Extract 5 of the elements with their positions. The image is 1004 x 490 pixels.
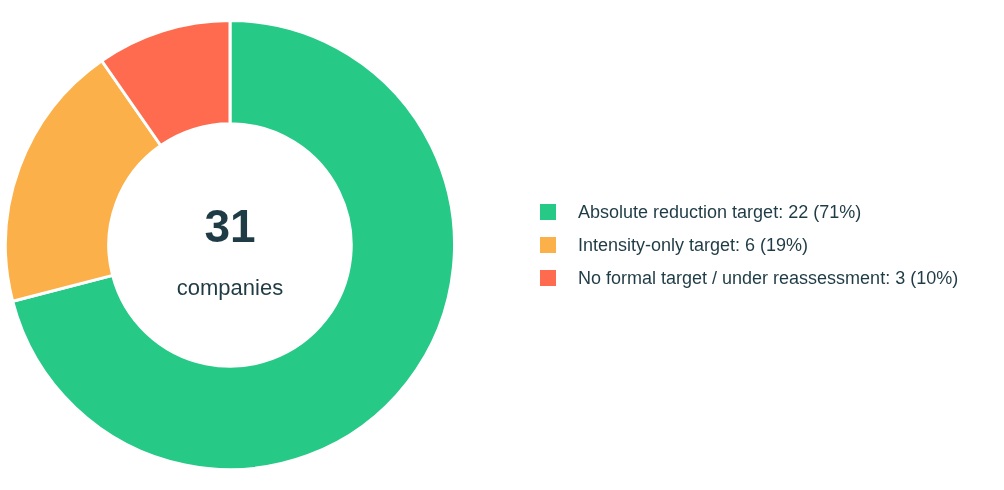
- legend-label: Intensity-only target: 6 (19%): [578, 234, 809, 256]
- text: 31: [204, 199, 256, 252]
- text: companies: [176, 275, 284, 301]
- legend-label: No formal target / under reassessment: 3 (10%): [578, 267, 959, 289]
- legend-label: Absolute reduction target: 22 (71%): [578, 201, 862, 223]
